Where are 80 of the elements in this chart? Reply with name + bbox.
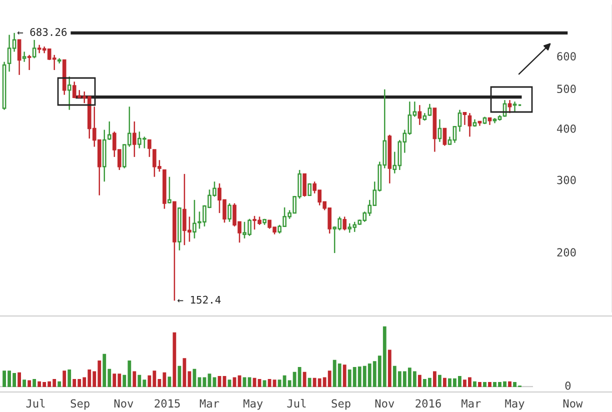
candlestick [462, 112, 467, 126]
candlestick [442, 128, 447, 146]
bar [212, 377, 216, 388]
bar [483, 382, 486, 388]
candlestick [418, 104, 422, 126]
bar [22, 380, 26, 388]
candlestick [342, 216, 347, 231]
bar [168, 376, 172, 388]
bar [232, 377, 236, 388]
annotation: ← 152.4 [178, 296, 221, 304]
candlestick [132, 120, 136, 158]
candlestick [302, 173, 306, 198]
candlestick [148, 139, 152, 158]
bar [202, 377, 206, 388]
candlestick [22, 51, 26, 62]
candlestick [508, 99, 512, 114]
x-tick-label: Jul [287, 398, 306, 408]
x-tick-label: Mar [200, 399, 220, 408]
bar [258, 379, 262, 388]
y-tick-label: 200 [557, 248, 576, 257]
annotation: 0 [565, 381, 571, 390]
bar [442, 378, 446, 388]
candlestick [468, 112, 472, 138]
bar [418, 374, 422, 388]
candlestick [168, 176, 172, 204]
bar [32, 379, 36, 388]
bar [262, 380, 266, 388]
bar [68, 369, 72, 388]
x-tick-label: May [505, 399, 524, 410]
bar [28, 380, 32, 388]
candlestick [228, 202, 232, 222]
bar [342, 364, 346, 388]
x-tick-label: Jul [26, 398, 45, 408]
x-tick-label: Mar [462, 399, 481, 408]
bar [248, 377, 252, 388]
bar [438, 374, 442, 388]
bar [62, 370, 66, 388]
bar [188, 371, 192, 388]
y-tick-label: 600 [557, 52, 576, 61]
bar [242, 377, 246, 388]
bar [302, 372, 306, 388]
x-tick-label: May [244, 399, 263, 410]
bar [18, 372, 22, 388]
candlestick [512, 100, 517, 112]
bar [58, 381, 62, 388]
bar [218, 376, 222, 388]
bar [178, 366, 182, 388]
candlestick [107, 120, 112, 141]
bar [132, 371, 136, 388]
bar [478, 382, 482, 388]
x-tick-label: Nov [114, 399, 134, 408]
candlestick [32, 39, 36, 59]
bar [488, 382, 492, 388]
bar [222, 376, 226, 388]
candlestick [308, 182, 312, 197]
bar [228, 380, 232, 388]
bar [272, 380, 276, 388]
x-tick-label: 2015 [154, 399, 180, 408]
x-tick-label: 2016 [416, 399, 441, 408]
bar [308, 378, 312, 388]
x-tick-label: Nov [375, 399, 394, 408]
candlestick [17, 39, 22, 76]
y-tick-label: 400 [557, 124, 576, 133]
y-tick-label: 300 [557, 176, 576, 184]
annotation: ← 683.26 [17, 28, 67, 36]
bar [208, 374, 212, 388]
x-tick-label: Sep [332, 399, 350, 410]
bar [268, 379, 272, 388]
candlestick [438, 118, 442, 143]
bar [388, 350, 392, 388]
candlestick [27, 54, 32, 71]
bar [508, 381, 512, 388]
bar [473, 381, 476, 388]
x-tick-label: Sep [70, 399, 90, 410]
y-tick-label: 500 [557, 84, 576, 94]
bar [432, 371, 436, 388]
bar [198, 377, 202, 388]
candlestick [67, 76, 72, 110]
bar [172, 332, 176, 388]
x-tick-label: Now [563, 399, 583, 408]
